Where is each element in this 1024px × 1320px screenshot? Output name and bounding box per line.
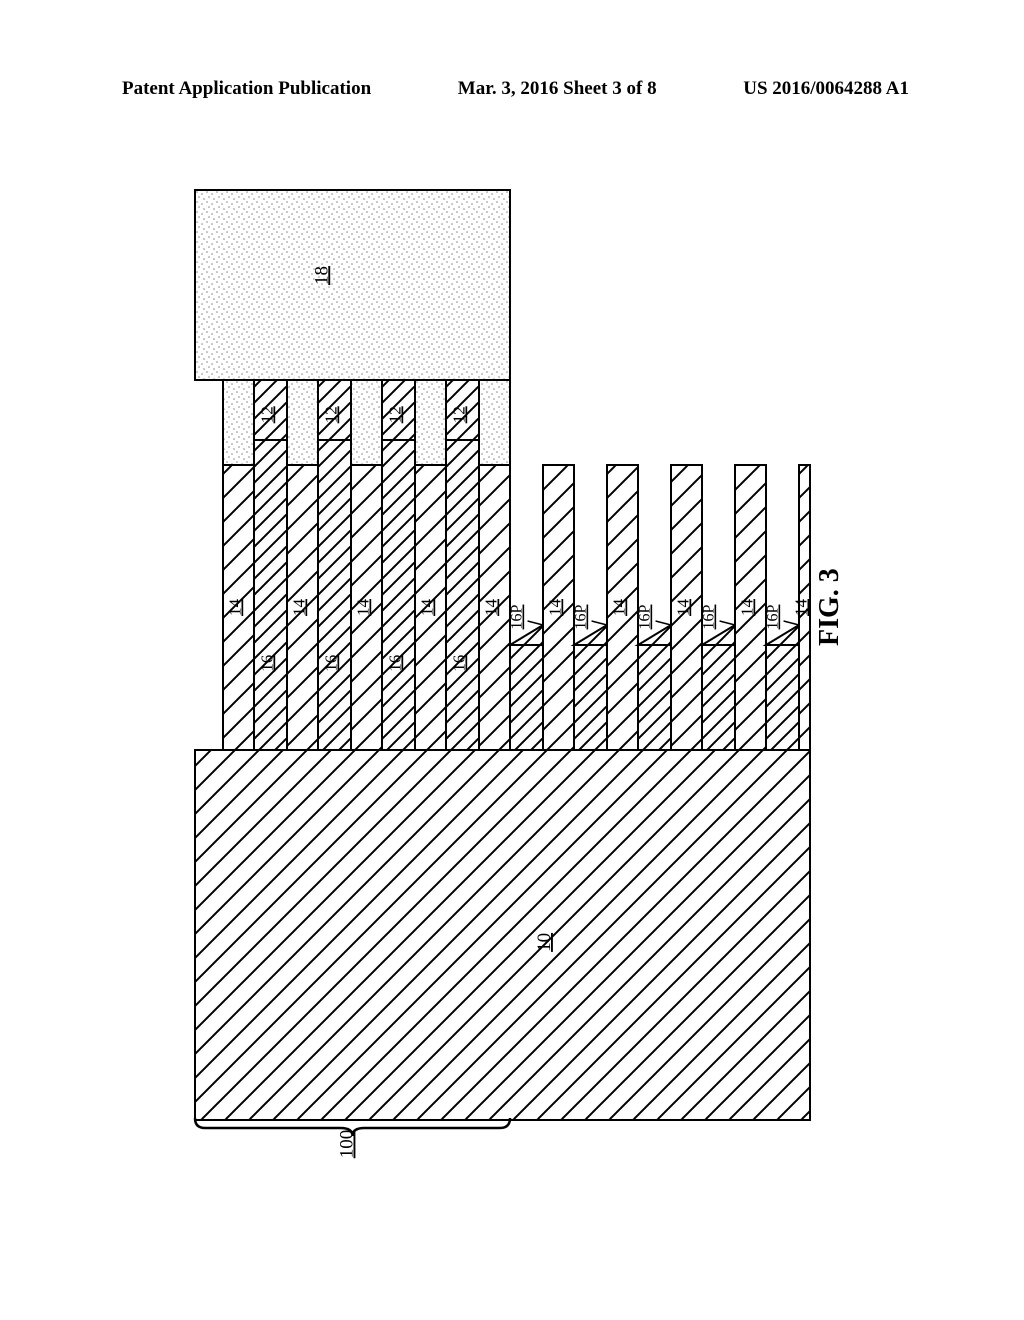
svg-text:100: 100 (337, 1130, 358, 1159)
header-right: US 2016/0064288 A1 (743, 78, 909, 100)
svg-text:14: 14 (546, 599, 565, 617)
svg-text:10: 10 (534, 933, 555, 952)
svg-text:14: 14 (674, 599, 693, 617)
svg-text:12: 12 (450, 406, 469, 423)
svg-text:16P: 16P (765, 604, 782, 629)
svg-text:14: 14 (738, 599, 757, 617)
header-left: Patent Application Publication (122, 78, 371, 100)
svg-text:16P: 16P (637, 604, 654, 629)
svg-text:14: 14 (290, 599, 309, 617)
svg-text:14: 14 (482, 599, 501, 617)
figure-3: 10 14 14 14 14 14 14 14 14 14 14 16 12 16 12 16 12 16 12 16… (195, 190, 810, 1120)
svg-text:16: 16 (450, 655, 469, 672)
svg-text:16P: 16P (701, 604, 718, 629)
svg-text:14: 14 (418, 599, 437, 617)
svg-text:16: 16 (322, 655, 341, 672)
svg-text:12: 12 (386, 406, 405, 423)
figure-label: FIG. 3 (814, 568, 846, 646)
header-center: Mar. 3, 2016 Sheet 3 of 8 (458, 78, 657, 100)
svg-text:14: 14 (226, 599, 245, 617)
svg-text:14: 14 (610, 599, 629, 617)
svg-text:14: 14 (354, 599, 373, 617)
diagram-root: 10 14 14 14 14 14 14 14 14 14 14 16 12 16 12 16 12 16 12 16… (195, 190, 811, 1158)
svg-text:16P: 16P (509, 604, 526, 629)
svg-text:14: 14 (792, 599, 811, 617)
svg-text:16: 16 (386, 655, 405, 672)
svg-text:16: 16 (258, 655, 277, 672)
svg-text:18: 18 (311, 266, 332, 285)
svg-text:16P: 16P (573, 604, 590, 629)
svg-text:12: 12 (258, 406, 277, 423)
svg-text:12: 12 (322, 406, 341, 423)
